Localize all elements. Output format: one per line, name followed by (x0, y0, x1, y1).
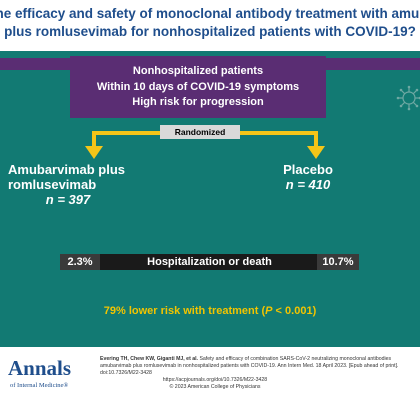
citation-url[interactable]: https://acpjournals.org/doi/10.7326/M22-… (162, 377, 268, 383)
placebo-name: Placebo (283, 162, 333, 177)
treatment-n: n = 397 (45, 192, 91, 207)
treatment-arm: Amubarvimab plus romlusevimab n = 397 (8, 162, 168, 207)
placebo-pct: 10.7% (317, 254, 359, 270)
copyright: © 2023 American College of Physicians (169, 384, 261, 390)
coronavirus-icon (396, 85, 420, 111)
footer: Annals of Internal Medicine® Evering TH,… (0, 347, 420, 420)
randomized-label: Randomized (160, 125, 240, 139)
arrow-right-icon (307, 146, 325, 159)
outcome-bar: 2.3% Hospitalization or death 10.7% (60, 254, 359, 270)
citation-text: Safety and efficacy of combination SARS-… (100, 356, 399, 376)
arrow-left-icon (85, 146, 103, 159)
treatment-pct: 2.3% (60, 254, 100, 270)
annals-logo: Annals of Internal Medicine® (6, 355, 71, 399)
outcome-label: Hospitalization or death (147, 256, 272, 268)
citation: Evering TH, Chew KW, Giganti MJ, et al. … (100, 356, 418, 391)
placebo-arm: Placebo n = 410 (248, 162, 368, 192)
population-line-1: Nonhospitalized patients (132, 65, 264, 77)
placebo-n: n = 410 (285, 177, 331, 192)
p-symbol: P (265, 305, 273, 317)
population-line-3: High risk for progression (132, 96, 264, 108)
result-statement: 79% lower risk with treatment (P < 0.001… (0, 305, 420, 317)
question-line-1: s the efficacy and safety of monoclonal … (0, 6, 420, 21)
logo-sub: of Internal Medicine® (10, 382, 69, 389)
question-line-2: plus romlusevimab for nonhospitalized pa… (4, 24, 416, 39)
main-panel: Nonhospitalized patients Within 10 days … (0, 51, 420, 347)
population-line-2: Within 10 days of COVID-19 symptoms (96, 80, 300, 93)
result-text-after: < 0.001) (272, 305, 317, 317)
population-box: Nonhospitalized patients Within 10 days … (70, 56, 326, 118)
logo-main: Annals (8, 356, 72, 380)
citation-authors: Evering TH, Chew KW, Giganti MJ, et al. (100, 356, 198, 362)
result-text-before: 79% lower risk with treatment ( (103, 305, 266, 317)
treatment-name-line-2: romlusevimab (8, 177, 97, 192)
treatment-name-line-1: Amubarvimab plus (8, 162, 126, 177)
